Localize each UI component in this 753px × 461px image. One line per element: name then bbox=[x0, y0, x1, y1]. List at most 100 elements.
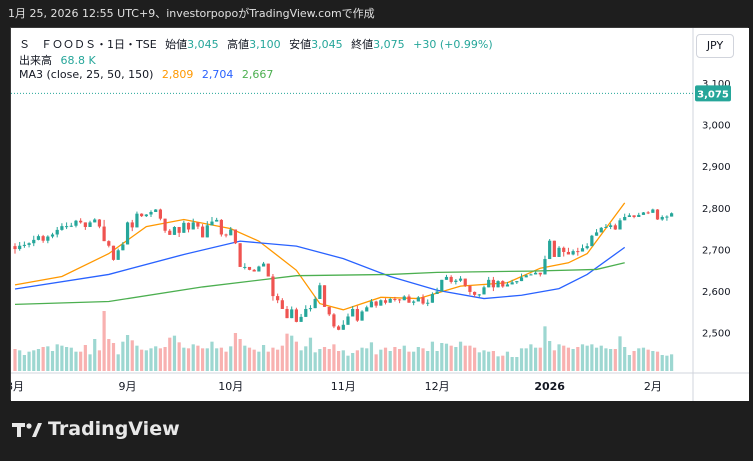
candle-body bbox=[524, 275, 528, 278]
volume-bar bbox=[215, 348, 219, 371]
candle-body bbox=[69, 225, 73, 227]
chart-panel[interactable]: 2,500 2,600 2,700 2,800 2,900 3,000 3,100 8月 9月 1… bbox=[10, 27, 749, 401]
candle-body bbox=[365, 307, 369, 312]
volume-label[interactable]: 出来高 bbox=[19, 54, 52, 67]
volume-bar bbox=[594, 347, 599, 371]
chart-background bbox=[11, 28, 749, 401]
ma-legend: MA3 (close, 25, 50, 150) 2,809 2,704 2,6… bbox=[19, 68, 278, 81]
candle-body bbox=[519, 277, 524, 282]
candle-body bbox=[557, 247, 561, 257]
volume-bar bbox=[351, 353, 355, 371]
candle-body bbox=[473, 291, 477, 295]
candle-body bbox=[158, 209, 162, 219]
high-label: 高値 bbox=[227, 38, 250, 51]
volume-bar bbox=[337, 351, 341, 371]
candle-body bbox=[261, 263, 266, 267]
volume-bar bbox=[505, 351, 510, 371]
candle-body bbox=[276, 296, 280, 301]
volume-bar bbox=[599, 345, 603, 371]
candle-body bbox=[660, 216, 664, 220]
candle-body bbox=[135, 213, 139, 228]
candle-body bbox=[487, 279, 491, 288]
volume-bar bbox=[97, 350, 102, 371]
volume-bar bbox=[266, 351, 270, 371]
candle-body bbox=[172, 226, 177, 235]
candle-body bbox=[149, 212, 153, 215]
candle-body bbox=[449, 276, 453, 282]
candle-body bbox=[32, 239, 36, 244]
candle-body bbox=[402, 296, 406, 301]
volume-bar bbox=[276, 349, 280, 371]
ma-line-ma150 bbox=[14, 262, 625, 306]
candle-body bbox=[627, 215, 631, 217]
volume-bar bbox=[355, 350, 359, 371]
volume-bar bbox=[487, 351, 491, 371]
volume-bar bbox=[290, 335, 294, 371]
candle-body bbox=[243, 266, 247, 268]
volume-bar bbox=[585, 345, 589, 371]
candle-body bbox=[562, 247, 566, 252]
low-value: 3,045 bbox=[311, 38, 343, 51]
volume-bar bbox=[646, 349, 650, 371]
volume-bar bbox=[374, 354, 378, 371]
symbol-label[interactable]: Ｓ ＦＯＯＤＳ・1日・TSE bbox=[19, 38, 157, 51]
candle-body bbox=[604, 226, 608, 228]
currency-button[interactable]: JPY bbox=[696, 34, 734, 58]
candle-body bbox=[515, 281, 519, 283]
candle-body bbox=[41, 236, 45, 241]
candle-body bbox=[651, 209, 655, 213]
candle-body bbox=[397, 299, 402, 301]
last-price-label: 3,075 bbox=[697, 89, 729, 100]
candle-body bbox=[140, 213, 144, 217]
candle-body bbox=[637, 214, 641, 217]
volume-bar bbox=[247, 347, 252, 371]
volume-bar bbox=[144, 350, 148, 371]
candle-body bbox=[308, 308, 313, 310]
candle-body bbox=[233, 229, 238, 244]
volume-bar bbox=[318, 349, 322, 371]
candle-body bbox=[468, 285, 472, 292]
candle-body bbox=[79, 220, 83, 223]
volume-bar bbox=[393, 347, 397, 371]
candle-body bbox=[538, 272, 542, 275]
candle-body bbox=[552, 240, 556, 257]
volume-bar bbox=[154, 346, 158, 371]
volume-bar bbox=[576, 347, 580, 371]
candle-body bbox=[355, 308, 359, 321]
candle-body bbox=[191, 222, 195, 230]
ohlc-legend: Ｓ ＦＯＯＤＳ・1日・TSE 始値3,045 高値3,100 安値3,045 終… bbox=[19, 36, 498, 52]
volume-bar bbox=[665, 355, 669, 371]
ma-label[interactable]: MA3 (close, 25, 50, 150) bbox=[19, 68, 154, 81]
candle-body bbox=[655, 209, 660, 220]
y-tick-label: 2,700 bbox=[702, 245, 731, 256]
candle-body bbox=[130, 222, 134, 228]
candle-body bbox=[613, 225, 617, 230]
candle-body bbox=[374, 301, 378, 306]
open-label: 始値 bbox=[165, 38, 188, 51]
low-label: 安値 bbox=[289, 38, 312, 51]
brand-name: TradingView bbox=[48, 418, 180, 440]
candle-body bbox=[609, 225, 613, 227]
volume-bar bbox=[229, 346, 233, 371]
price-chart[interactable]: 2,500 2,600 2,700 2,800 2,900 3,000 3,100 8月 9月 1… bbox=[11, 28, 749, 401]
volume-bar bbox=[182, 347, 186, 371]
candle-body bbox=[97, 219, 102, 227]
candle-body bbox=[426, 302, 430, 304]
volume-bar bbox=[224, 351, 228, 371]
volume-bar bbox=[397, 349, 402, 371]
candle-body bbox=[154, 209, 158, 212]
candle-body bbox=[18, 245, 22, 250]
volume-bar bbox=[280, 345, 284, 371]
candle-body bbox=[440, 279, 444, 292]
volume-bar bbox=[205, 348, 209, 371]
candle-body bbox=[55, 229, 59, 235]
volume-bar bbox=[660, 355, 664, 371]
volume-bar bbox=[299, 350, 303, 371]
y-tick-label: 2,500 bbox=[702, 329, 731, 340]
candle-body bbox=[454, 280, 458, 282]
volume-bar bbox=[32, 350, 36, 371]
volume-bar bbox=[191, 344, 195, 371]
candle-body bbox=[163, 218, 167, 231]
volume-bar bbox=[618, 336, 622, 371]
y-tick-label: 3,100 bbox=[702, 79, 731, 90]
